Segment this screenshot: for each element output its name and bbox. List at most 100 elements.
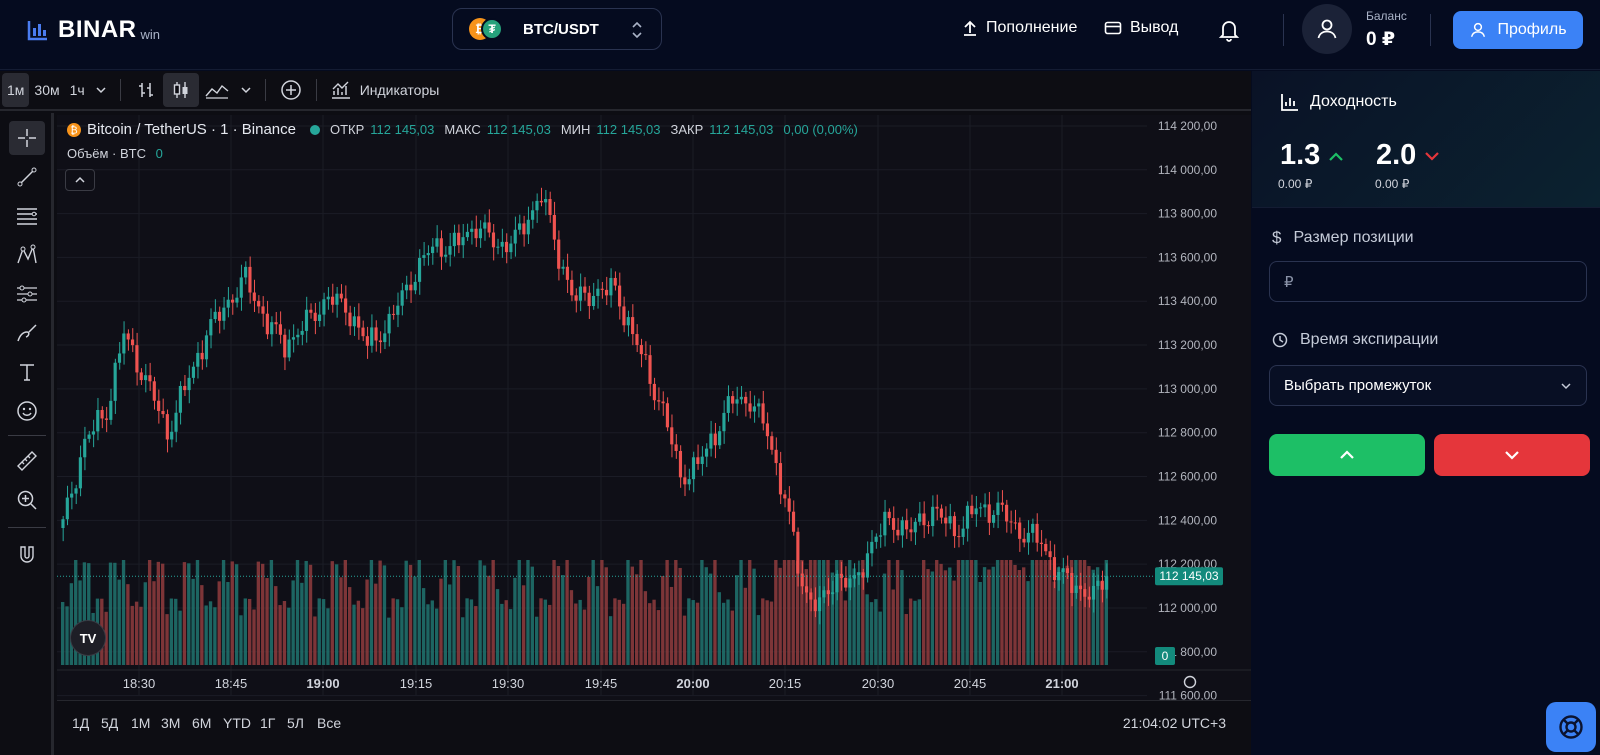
bell-icon[interactable] (1218, 18, 1240, 42)
text-tool[interactable] (9, 355, 45, 389)
candle-body (174, 412, 178, 432)
volume-bar (69, 583, 74, 665)
candle-body (157, 400, 161, 411)
range-1y[interactable]: 1Г (260, 715, 276, 731)
logo[interactable]: BINAR win (26, 16, 160, 44)
candle-body (696, 457, 700, 464)
chart-clock[interactable]: 21:04:02 UTC+3 (1122, 715, 1226, 731)
candle-body (248, 266, 252, 293)
candle-body (257, 300, 261, 307)
volume-bar (130, 605, 134, 665)
buy-up-button[interactable] (1269, 434, 1425, 476)
volume-bar (343, 560, 348, 665)
volume-bar (382, 565, 387, 665)
indicators-button[interactable]: Индикаторы (325, 73, 445, 107)
bars-style-button[interactable] (129, 73, 163, 107)
profile-button[interactable]: Профиль (1453, 11, 1583, 49)
ruler-icon (17, 451, 37, 471)
range-1m[interactable]: 1М (131, 715, 151, 731)
volume-bar (682, 615, 687, 665)
x-axis-tick-label: 19:15 (400, 676, 433, 691)
volume-legend: Объём · BTC 0 (67, 146, 163, 161)
volume-bar (687, 598, 691, 665)
candle-body (1005, 504, 1009, 522)
volume-bar (174, 598, 178, 665)
range-3m[interactable]: 3М (161, 715, 181, 731)
avatar[interactable] (1302, 4, 1352, 54)
position-size-input[interactable]: ₽ (1269, 261, 1587, 302)
x-axis-tick-label: 21:00 (1045, 676, 1078, 691)
ruler-tool[interactable] (9, 444, 45, 478)
candle-body (304, 309, 309, 331)
crosshair-tool[interactable] (9, 121, 45, 155)
volume-bar (308, 564, 313, 665)
interval-1h[interactable]: 1ч (69, 82, 85, 98)
withdraw-button[interactable]: Вывод (1104, 19, 1178, 37)
candle-body (491, 232, 496, 248)
volume-bar (1069, 560, 1074, 665)
sell-down-button[interactable] (1434, 434, 1590, 476)
range-1d[interactable]: 1Д (72, 715, 90, 731)
candle-body (1013, 522, 1017, 524)
chart-type-dropdown[interactable] (235, 73, 257, 107)
magnet-tool[interactable] (9, 538, 45, 572)
volume-bar (882, 573, 887, 665)
candle-body (1000, 502, 1004, 505)
pair-selector[interactable]: ₿ ₮ BTC/USDT (452, 8, 662, 50)
zoom-tool[interactable] (9, 483, 45, 517)
candle-body (113, 362, 117, 401)
volume-bar (387, 617, 391, 665)
close-label: ЗАКР (670, 122, 704, 137)
candle-body (657, 400, 661, 402)
volume-bar (617, 599, 621, 665)
interval-30m[interactable]: 30м (34, 82, 60, 98)
brush-tool[interactable] (9, 316, 45, 350)
crosshair-icon (18, 129, 36, 147)
candle-body (552, 214, 556, 240)
candle-body (517, 223, 522, 230)
trendline-tool[interactable] (9, 160, 45, 194)
volume-bar (821, 560, 826, 665)
projection-tool[interactable] (9, 277, 45, 311)
range-5d[interactable]: 5Д (101, 715, 119, 731)
volume-bar (274, 586, 278, 665)
range-bar: 1Д 5Д 1М 3М 6М YTD 1Г 5Л Все 21:04:02 UT… (57, 700, 1251, 755)
range-ytd[interactable]: YTD (223, 715, 251, 731)
range-5y[interactable]: 5Л (287, 715, 304, 731)
emoji-tool[interactable] (9, 394, 45, 428)
candle-body (987, 504, 991, 523)
candle-body (944, 517, 948, 524)
candle-body (217, 311, 222, 321)
interval-dropdown[interactable] (90, 73, 112, 107)
volume-bar (704, 567, 708, 665)
volume-bar (400, 607, 404, 665)
symbol-title[interactable]: Bitcoin / TetherUS · 1 · Binance (87, 121, 296, 138)
compare-button[interactable] (274, 73, 308, 107)
candle-body (561, 266, 565, 269)
pattern-tool[interactable] (9, 238, 45, 272)
candle-body (835, 573, 839, 593)
support-button[interactable] (1546, 702, 1596, 752)
market-status-dot (310, 124, 320, 135)
expiry-select[interactable]: Выбрать промежуток (1269, 365, 1587, 406)
candle-body (209, 319, 213, 336)
tradingview-logo[interactable]: TV (70, 620, 106, 656)
chart-area[interactable]: 114 200,00 114 000,00 113 800,00 113 600,00… (57, 115, 1251, 755)
candle-body (470, 228, 474, 232)
area-style-button[interactable] (199, 73, 235, 107)
candle-body (770, 436, 774, 450)
deposit-button[interactable]: Пополнение (962, 19, 1077, 37)
range-all[interactable]: Все (317, 715, 342, 731)
candle-body (452, 232, 456, 247)
candle-body (965, 505, 970, 529)
volume-bar (869, 602, 874, 665)
candles-style-button[interactable] (162, 73, 199, 107)
volume-bar (908, 598, 913, 665)
candlestick-chart[interactable]: 114 200,00 114 000,00 113 800,00 113 600,00… (57, 115, 1251, 700)
fib-tool[interactable] (9, 199, 45, 233)
interval-1m[interactable]: 1м (2, 73, 30, 107)
collapse-legend-button[interactable] (65, 169, 95, 191)
range-6m[interactable]: 6М (192, 715, 212, 731)
settings-gear-icon[interactable] (1183, 675, 1197, 689)
candle-body (1074, 585, 1078, 593)
